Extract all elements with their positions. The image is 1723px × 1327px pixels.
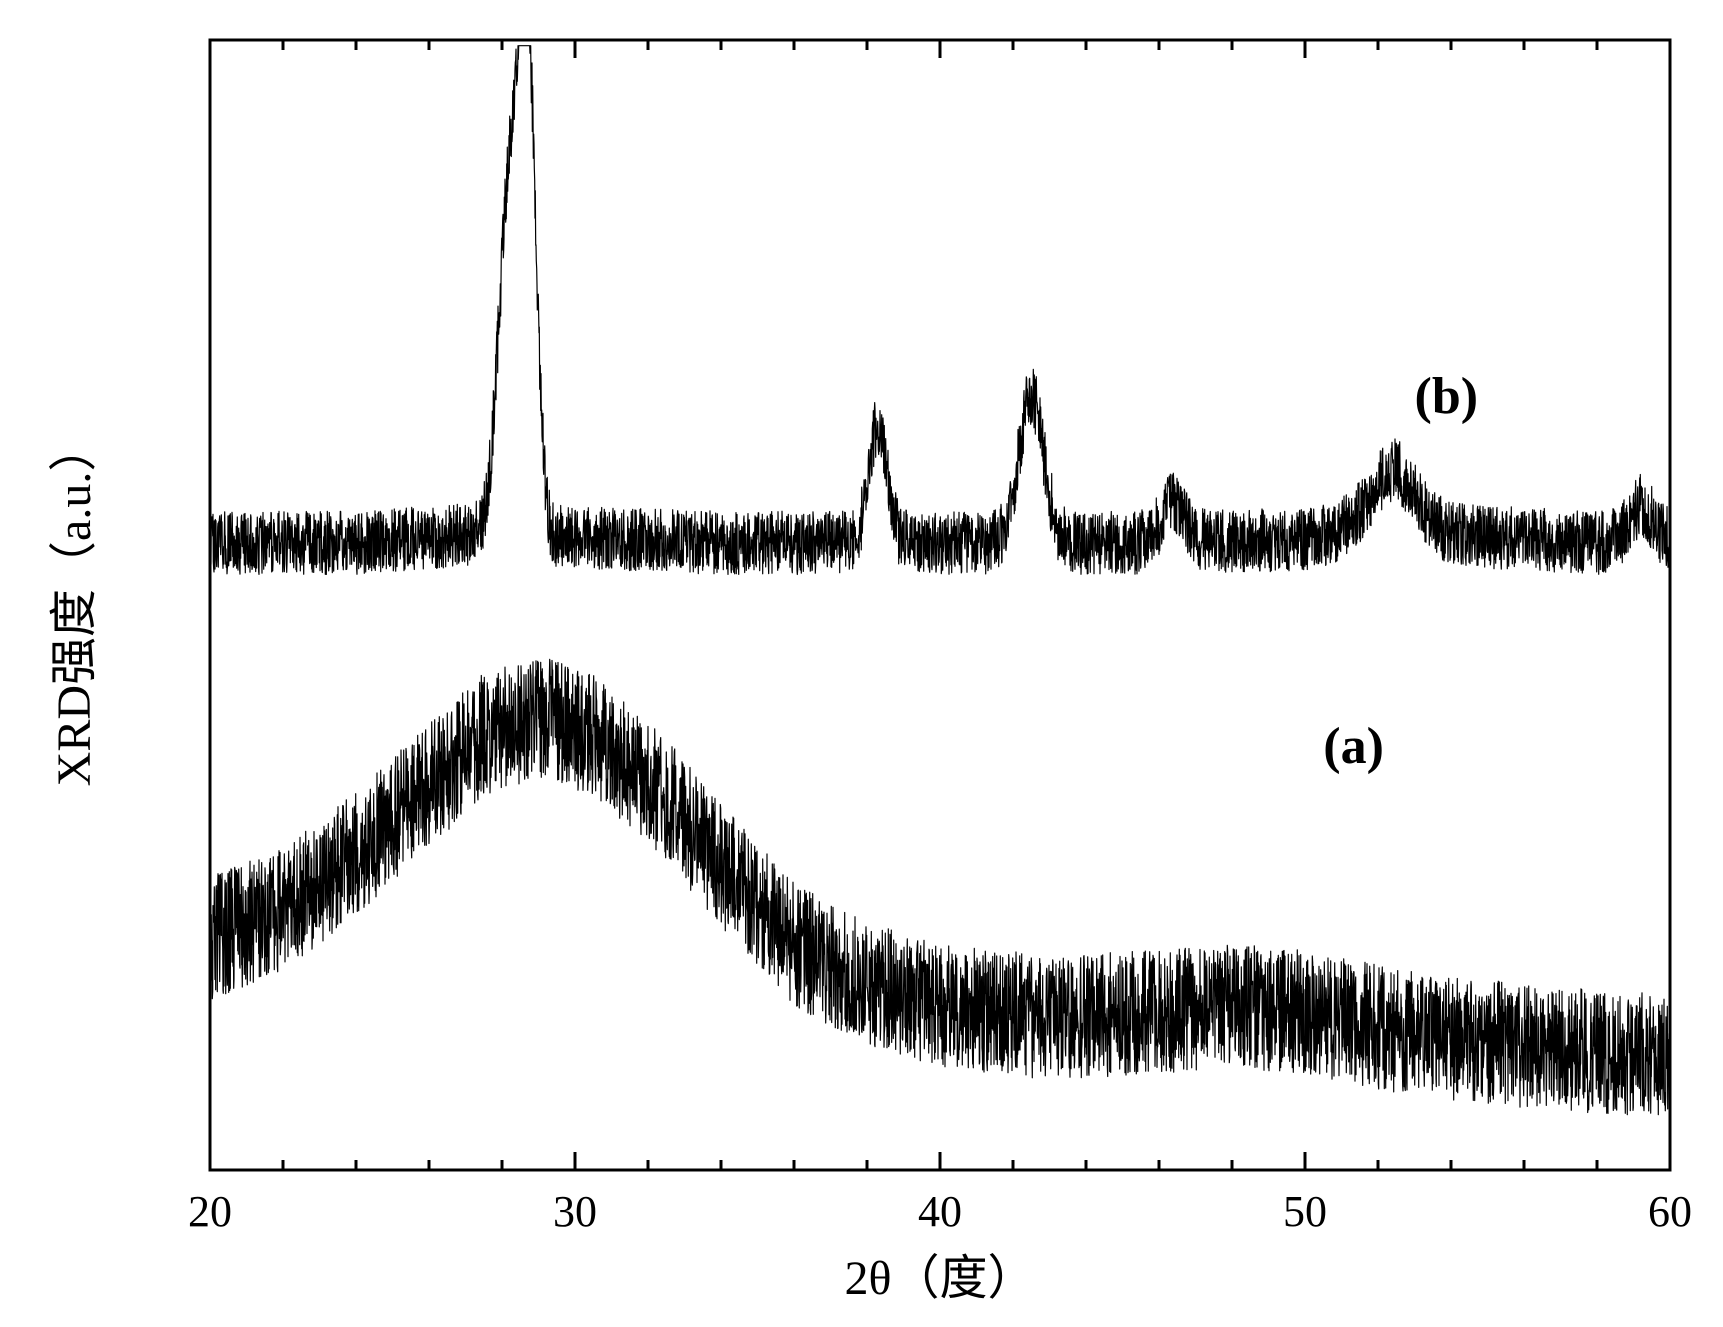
x-tick-label: 50 bbox=[1283, 1187, 1327, 1236]
series-annotation-b: (b) bbox=[1415, 368, 1479, 425]
x-tick-label: 30 bbox=[553, 1187, 597, 1236]
x-tick-label: 20 bbox=[188, 1187, 232, 1236]
chart-bg bbox=[0, 0, 1723, 1327]
y-axis-label: XRD强度（a.u.） bbox=[48, 424, 101, 787]
x-axis-label: 2θ（度） bbox=[845, 1252, 1036, 1305]
xrd-chart-svg: 20 30 40 50 60 2θ（度） XRD强度（a.u.） (a) (b) bbox=[0, 0, 1723, 1327]
x-tick-label: 40 bbox=[918, 1187, 962, 1236]
chart-container: 20 30 40 50 60 2θ（度） XRD强度（a.u.） (a) (b) bbox=[0, 0, 1723, 1327]
x-tick-label: 60 bbox=[1648, 1187, 1692, 1236]
series-annotation-a: (a) bbox=[1323, 718, 1384, 775]
